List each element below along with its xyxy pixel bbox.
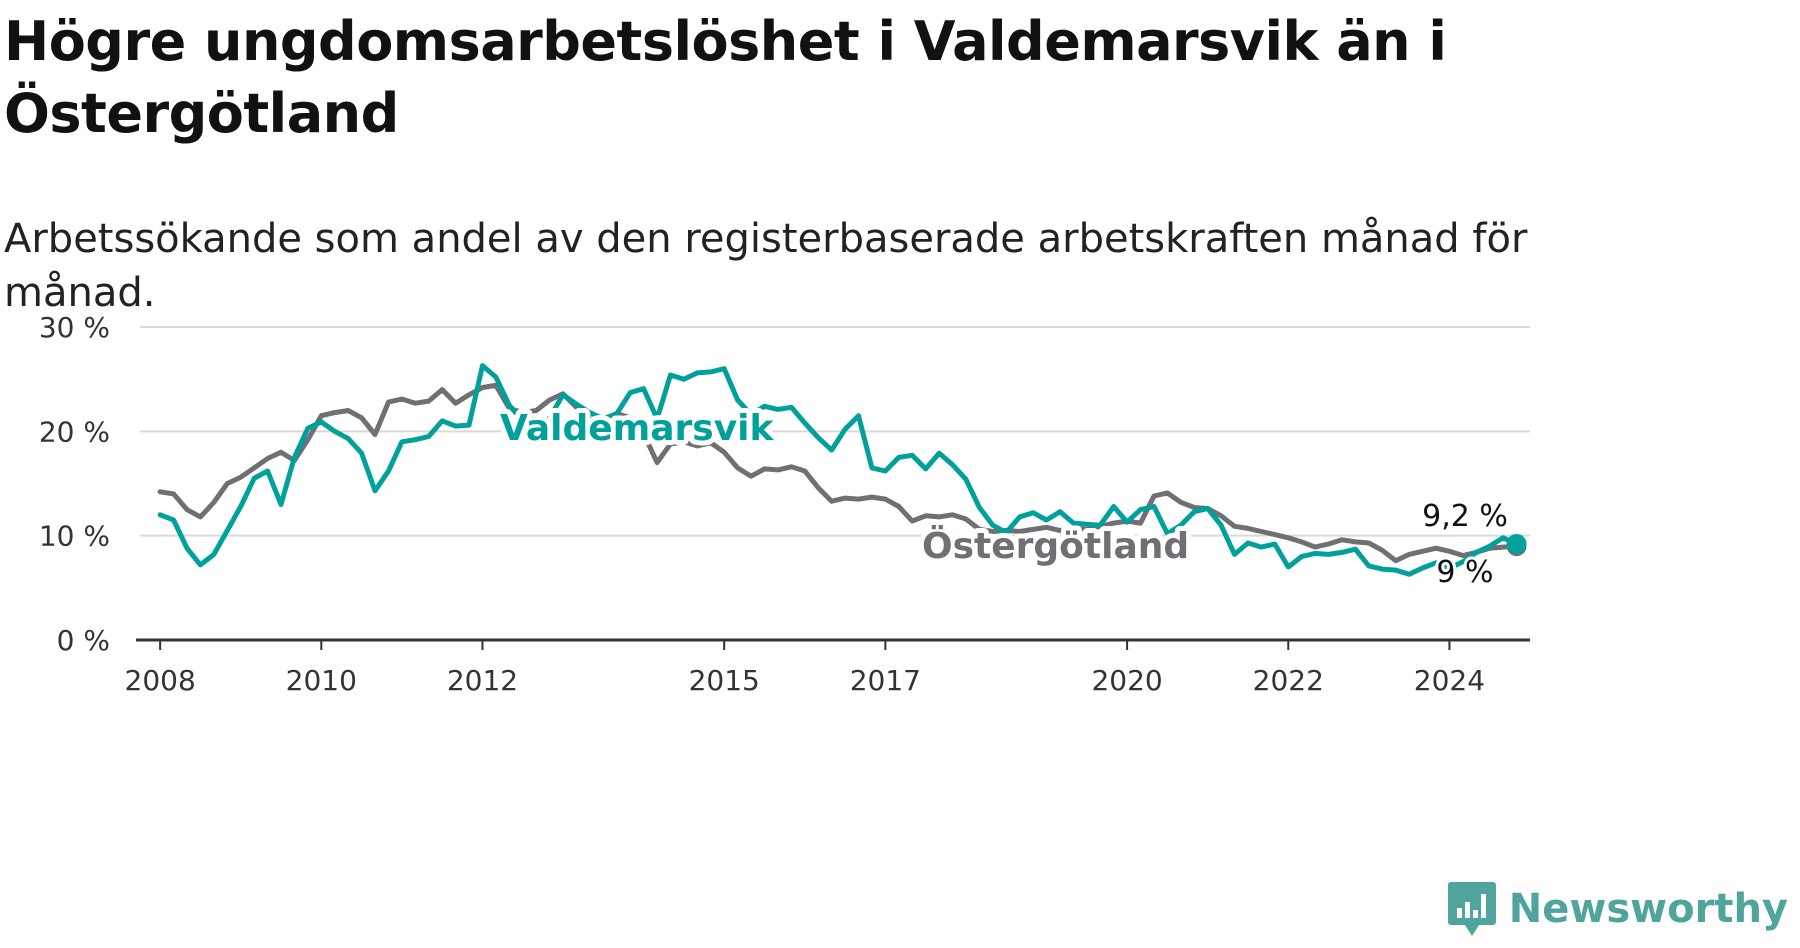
brand-name: Newsworthy	[1508, 886, 1788, 932]
series-line-ostergotland	[157, 382, 1520, 564]
chart-title: Högre ungdomsarbetslöshet i Valdemarsvik…	[4, 10, 1447, 145]
y-tick-label: 10 %	[39, 520, 110, 553]
x-tick-label: 2024	[1414, 664, 1485, 697]
chart-subtitle: Arbetssökande som andel av den registerb…	[4, 216, 1528, 316]
line-chart: 0 % 10 % 20 % 30 % 2008 2010 2012 2015 2017 2020…	[39, 311, 1530, 697]
end-point-valdemarsvik	[1506, 534, 1527, 555]
x-tick-label: 2022	[1253, 664, 1324, 697]
series-lines	[157, 363, 1527, 577]
series-label-ostergotland: Östergötland	[922, 525, 1189, 567]
end-value-valdemarsvik: 9,2 %	[1422, 499, 1508, 534]
y-tick-label: 0 %	[57, 624, 110, 657]
newsworthy-logo[interactable]: Newsworthy	[1447, 876, 1788, 942]
x-tick-label: 2012	[447, 664, 518, 697]
x-tick-label: 2015	[689, 664, 760, 697]
x-axis-ticks: 2008 2010 2012 2015 2017 2020 2022 2024	[125, 640, 1485, 697]
y-tick-label: 30 %	[39, 311, 110, 344]
grid-lines	[136, 326, 1530, 642]
bar-chart-logo-icon	[1447, 882, 1496, 936]
x-tick-label: 2017	[850, 664, 921, 697]
series-line-valdemarsvik	[157, 363, 1520, 577]
series-label-valdemarsvik: Valdemarsvik	[500, 408, 775, 449]
x-tick-label: 2010	[286, 664, 357, 697]
y-tick-label: 20 %	[39, 415, 110, 448]
x-tick-label: 2020	[1091, 664, 1162, 697]
end-value-ostergotland: 9 %	[1436, 555, 1493, 590]
x-tick-label: 2008	[125, 664, 196, 697]
series-labels: Valdemarsvik Östergötland 9,2 % 9 %	[495, 403, 1511, 593]
y-axis-ticks: 0 % 10 % 20 % 30 %	[39, 311, 110, 657]
